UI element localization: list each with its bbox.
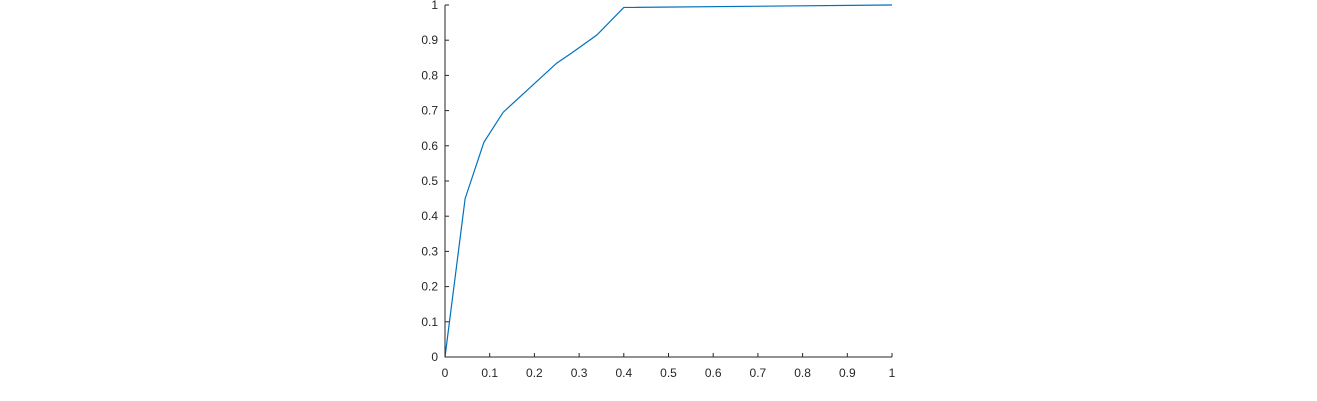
x-tick-label: 0.7 [750, 366, 767, 380]
y-tick-label: 0.6 [421, 139, 438, 153]
x-tick-label: 1 [889, 366, 896, 380]
y-tick-label: 0.4 [421, 209, 438, 223]
series-layer [444, 4, 893, 358]
x-axis-ticks: 0 0.1 0.2 0.3 0.4 0.5 0.6 0.7 0.8 0.9 1 [442, 353, 896, 380]
x-tick-label: 0.4 [615, 366, 632, 380]
y-axis-ticks: 0 0.1 0.2 0.3 0.4 0.5 0.6 0.7 0.8 0.9 1 [421, 0, 449, 364]
axes-frame [444, 5, 892, 358]
y-tick-label: 0.2 [421, 280, 438, 294]
x-tick-label: 0.5 [660, 366, 677, 380]
y-tick-label: 0.3 [421, 244, 438, 258]
x-tick-label: 0.2 [526, 366, 543, 380]
y-tick-label: 0.1 [421, 315, 438, 329]
x-tick-label: 0.9 [839, 366, 856, 380]
x-tick-label: 0.3 [571, 366, 588, 380]
y-tick-label: 0.7 [421, 104, 438, 118]
x-tick-label: 0 [442, 366, 449, 380]
x-tick-label: 0.6 [705, 366, 722, 380]
x-tick-label: 0.1 [481, 366, 498, 380]
y-tick-label: 0.5 [421, 174, 438, 188]
x-tick-label: 0.8 [794, 366, 811, 380]
y-tick-label: 0.9 [421, 33, 438, 47]
y-tick-label: 0 [431, 350, 438, 364]
y-tick-label: 0.8 [421, 68, 438, 82]
series-line-0 [444, 4, 893, 358]
y-tick-label: 1 [431, 0, 438, 12]
